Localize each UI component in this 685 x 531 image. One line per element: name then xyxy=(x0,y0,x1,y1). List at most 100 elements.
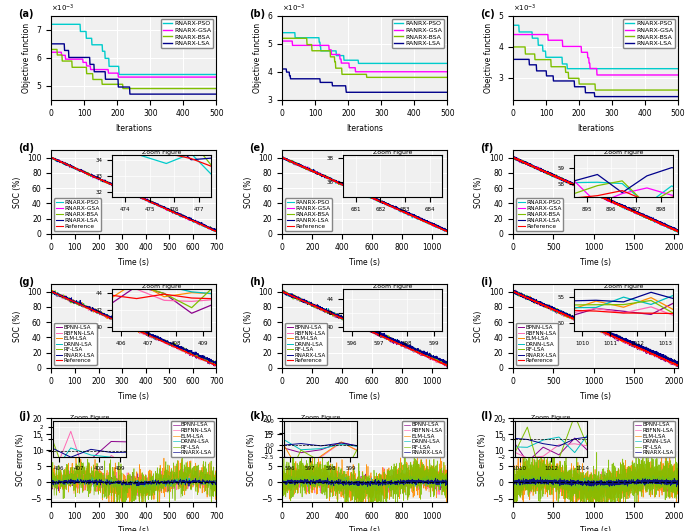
RNARX-LSA xyxy=(674,228,682,234)
DRNN-LSA xyxy=(642,478,650,485)
RNARX-PSO xyxy=(182,71,190,78)
RNARX-GSA xyxy=(175,212,184,218)
RF-LSA xyxy=(674,361,682,367)
RNARX-LSA xyxy=(320,481,328,487)
ELM-LSA xyxy=(607,482,615,489)
RNARX-LSA xyxy=(212,228,221,234)
X-axis label: Time (s): Time (s) xyxy=(349,526,380,531)
RNARX-PSO xyxy=(674,65,682,72)
RBFNN-LSA xyxy=(664,478,672,485)
RNARX-LSA xyxy=(47,155,55,161)
RNARX-LSA xyxy=(437,357,445,363)
DRNN-LSA xyxy=(664,356,672,363)
RNARX-BSA xyxy=(405,210,413,217)
RNARX-LSA xyxy=(363,483,371,490)
RBFNN-LSA xyxy=(406,484,414,490)
DRNN-LSA xyxy=(405,345,413,351)
Line: RBFNN-LSA: RBFNN-LSA xyxy=(513,466,678,497)
BPNN-LSA xyxy=(99,475,108,481)
Line: DRNN-LSA: DRNN-LSA xyxy=(513,474,678,491)
Legend: RNARX-PSO, RNARX-GSA, RNARX-BSA, RNARX-LSA: RNARX-PSO, RNARX-GSA, RNARX-BSA, RNARX-L… xyxy=(161,19,213,48)
RNARX-LSA xyxy=(155,479,164,485)
RANRX-LSA xyxy=(291,160,299,167)
Legend: BPNN-LSA, RBFNN-LSA, ELM-LSA, DRNN-LSA, RF-LSA, RNARX-LSA, Reference: BPNN-LSA, RBFNN-LSA, ELM-LSA, DRNN-LSA, … xyxy=(54,323,97,365)
RBFNN-LSA xyxy=(88,306,96,312)
RNARX-LSA xyxy=(437,477,445,484)
RNARX-PSO xyxy=(146,71,154,78)
RNARX-LSA xyxy=(670,93,678,100)
RNARX-GSA xyxy=(509,155,517,161)
RNARX-LSA xyxy=(94,478,102,485)
BPNN-LSA xyxy=(564,313,573,319)
Line: Reference: Reference xyxy=(513,292,678,366)
RF-LSA xyxy=(442,361,450,367)
Reference xyxy=(564,179,573,185)
RANRX-GSA xyxy=(414,68,422,75)
RNARX-LSA xyxy=(94,175,102,181)
RBFNN-LSA xyxy=(509,477,517,483)
Reference xyxy=(443,362,451,369)
RNARX-PSO xyxy=(572,181,580,187)
BPNN-LSA xyxy=(512,287,520,294)
Text: $\times10^{-3}$: $\times10^{-3}$ xyxy=(282,3,306,14)
Line: RBFNN-LSA: RBFNN-LSA xyxy=(51,468,216,496)
Line: RBFNN-LSA: RBFNN-LSA xyxy=(282,290,447,366)
BPNN-LSA xyxy=(437,477,445,483)
RBFNN-LSA xyxy=(347,485,355,492)
Reference xyxy=(564,313,573,320)
RF-LSA xyxy=(212,361,221,367)
BPNN-LSA xyxy=(197,476,205,482)
BPNN-LSA xyxy=(99,312,108,318)
RNARX-GSA xyxy=(47,153,55,160)
DRNN-LSA xyxy=(136,486,145,493)
Line: RF-LSA: RF-LSA xyxy=(513,448,678,518)
Line: RNARX-LSA: RNARX-LSA xyxy=(513,477,678,487)
Reference xyxy=(212,362,220,369)
RNARX-PSO xyxy=(607,199,615,205)
Line: RNARX-GSA: RNARX-GSA xyxy=(51,52,216,77)
BPNN-LSA xyxy=(278,481,286,487)
RF-LSA xyxy=(319,450,327,457)
Line: RNARX-PSO: RNARX-PSO xyxy=(51,24,216,74)
DRNN-LSA xyxy=(94,477,102,484)
RBFNN-LSA xyxy=(572,316,580,322)
ELM-LSA xyxy=(510,287,518,294)
RNARX-GSA xyxy=(196,221,204,227)
RANRX-GSA xyxy=(437,224,445,230)
BPNN-LSA xyxy=(509,479,517,486)
Y-axis label: SOC (%): SOC (%) xyxy=(12,310,22,341)
RNARX-LSA xyxy=(564,178,573,185)
Reference xyxy=(286,292,295,298)
RNARX-BSA xyxy=(320,173,328,179)
BPNN-LSA xyxy=(606,494,614,500)
RNARX-BSA xyxy=(211,228,219,235)
Line: ELM-LSA: ELM-LSA xyxy=(282,292,447,366)
Reference xyxy=(175,346,184,352)
DRNN-LSA xyxy=(212,362,220,369)
ELM-LSA xyxy=(155,336,164,342)
RBFNN-LSA xyxy=(88,481,96,487)
RNARX-LSA xyxy=(673,484,681,490)
RANRX-PSO xyxy=(286,159,295,165)
RNARX-BSA xyxy=(607,197,615,203)
RNARX-PSO xyxy=(545,169,553,176)
BPNN-LSA xyxy=(88,476,96,482)
Legend: BPNN-LSA, RBFNN-LSA, ELM-LSA, DRNN-LSA, RF-LSA, RNARX-LSA, Reference: BPNN-LSA, RBFNN-LSA, ELM-LSA, DRNN-LSA, … xyxy=(516,323,558,365)
RNARX-PSO xyxy=(99,178,108,185)
RBFNN-LSA xyxy=(564,312,573,319)
RF-LSA xyxy=(572,482,580,488)
Reference xyxy=(99,178,108,184)
RNARX-BSA xyxy=(212,85,220,92)
RNARX-PSO xyxy=(47,21,55,28)
RNARX-LSA xyxy=(599,93,607,100)
RBFNN-LSA xyxy=(437,477,445,484)
RANRX-LSA xyxy=(443,228,451,235)
ELM-LSA xyxy=(47,289,55,295)
RNARX-BSA xyxy=(674,228,682,235)
RANRX-PSO xyxy=(358,60,366,66)
X-axis label: Iterations: Iterations xyxy=(577,124,614,133)
RNARX-LSA xyxy=(664,478,672,485)
RNARX-BSA xyxy=(509,153,517,160)
BPNN-LSA xyxy=(607,477,615,484)
RNARX-LSA xyxy=(47,41,55,47)
